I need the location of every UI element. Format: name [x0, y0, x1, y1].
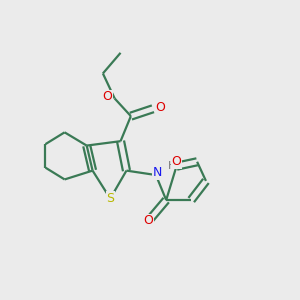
Text: S: S [106, 192, 114, 205]
Text: O: O [102, 91, 112, 103]
Text: O: O [172, 155, 182, 168]
Text: N: N [153, 166, 162, 179]
Text: O: O [144, 214, 154, 227]
Text: O: O [155, 101, 165, 114]
Text: H: H [168, 161, 176, 171]
